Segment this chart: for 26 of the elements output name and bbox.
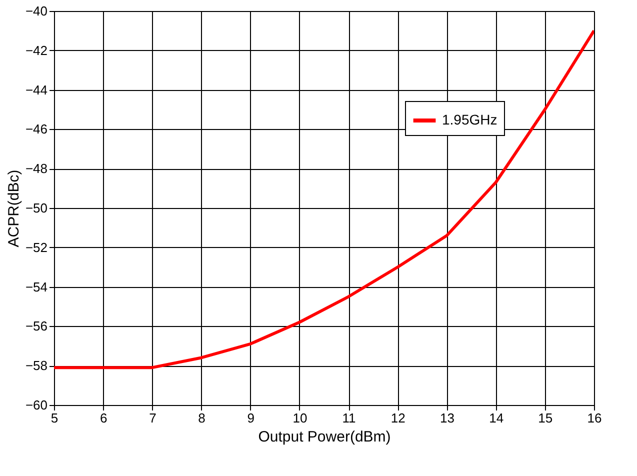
y-axis-title: ACPR(dBc) (5, 170, 22, 248)
y-tick-label: −50 (25, 200, 48, 216)
y-tick-label: −60 (25, 398, 48, 412)
x-tick-label: 9 (247, 410, 254, 426)
x-tick-label: 16 (587, 410, 602, 426)
y-tick-label: −52 (25, 240, 48, 255)
y-tick-label: −58 (25, 358, 48, 374)
x-tick-label: 8 (198, 410, 206, 426)
y-tick-label: −46 (25, 122, 48, 137)
x-axis-title: Output Power(dBm) (258, 428, 391, 446)
y-tick-label: −44 (25, 82, 48, 98)
x-tick-label: 13 (440, 410, 454, 426)
x-tick-label: 14 (489, 410, 504, 426)
x-tick-label: 12 (390, 410, 406, 426)
x-tick-label: 7 (149, 410, 156, 426)
y-tick-label: −40 (25, 4, 48, 18)
legend-label: 1.95GHz (442, 112, 498, 128)
y-tick-label: −42 (25, 42, 48, 58)
x-tick-label: 10 (292, 410, 308, 426)
y-tick-label: −48 (25, 161, 48, 176)
y-tick-label: −54 (25, 279, 48, 294)
x-tick-label: 11 (342, 410, 356, 426)
y-tick-label: −56 (25, 318, 48, 334)
x-tick-label: 6 (100, 410, 108, 426)
x-tick-label: 15 (538, 410, 553, 426)
x-tick-label: 5 (50, 410, 58, 426)
